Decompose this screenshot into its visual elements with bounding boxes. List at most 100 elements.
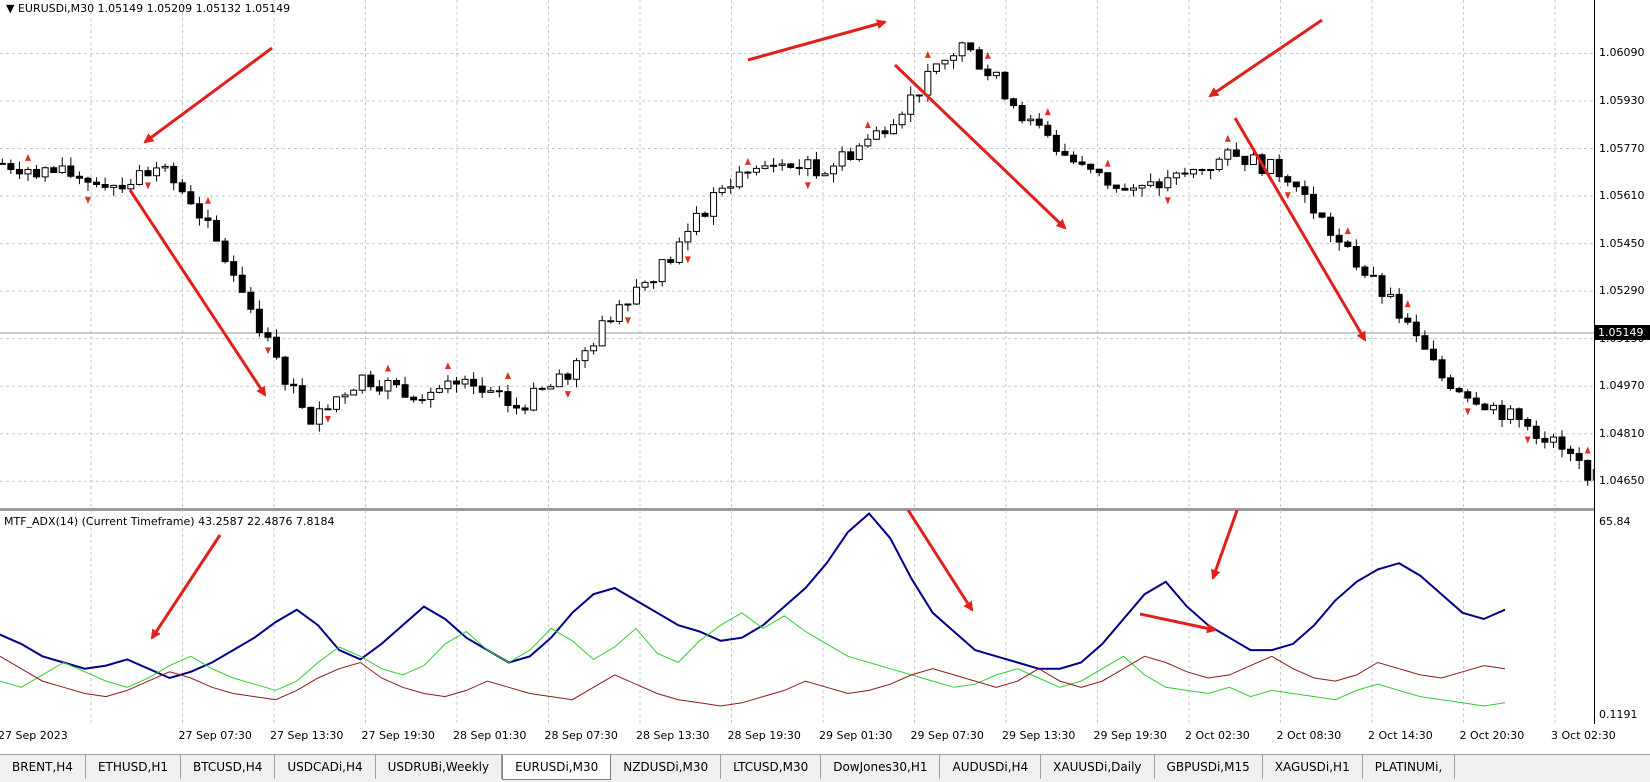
chart-tab[interactable]: LTCUSD,M30 (721, 755, 822, 779)
time-tick-label: 27 Sep 13:30 (270, 729, 344, 742)
bull-candle (435, 388, 443, 393)
fractal-down-icon (264, 347, 271, 355)
adx-panel[interactable] (0, 510, 1594, 724)
annotation-arrow (1210, 510, 1239, 580)
bear-candle (410, 396, 418, 401)
bear-candle (1464, 391, 1472, 399)
ohlc-label: 1.05149 1.05209 1.05132 1.05149 (97, 2, 291, 15)
bear-candle (1309, 193, 1317, 214)
symbol-label: EURUSDi,M30 (17, 2, 95, 15)
chart-tab[interactable]: AUDUSDi,H4 (940, 755, 1042, 779)
bear-candle (1035, 118, 1043, 126)
fractal-up-icon (504, 371, 511, 379)
chart-tab[interactable]: XAGUSDi,H1 (1263, 755, 1363, 779)
bear-candle (452, 380, 460, 385)
bear-candle (1001, 71, 1009, 100)
bear-candle (307, 406, 315, 425)
bear-candle (1447, 377, 1455, 389)
chart-tab[interactable]: BTCUSD,H4 (181, 755, 276, 779)
bull-candle (992, 71, 1000, 77)
bull-candle (727, 186, 735, 189)
bull-candle (932, 63, 940, 72)
fractal-up-icon (1104, 159, 1111, 167)
bull-candle (110, 184, 118, 188)
price-axis[interactable]: 1.06090 1.05930 1.05770 1.05610 1.05450 1.052… (1594, 0, 1650, 724)
bull-candle (161, 165, 169, 169)
bear-candle (247, 291, 255, 310)
fractal-up-icon (984, 51, 991, 59)
bull-candle (1489, 404, 1497, 411)
bear-candle (367, 374, 375, 388)
bull-candle (958, 42, 966, 57)
bear-candle (1078, 161, 1086, 165)
bull-candle (684, 230, 692, 243)
bull-candle (941, 59, 949, 65)
bull-candle (153, 167, 161, 177)
bear-candle (221, 240, 229, 263)
bear-candle (1532, 425, 1540, 439)
fractal-up-icon (444, 362, 451, 370)
fractal-down-icon (324, 415, 331, 423)
time-tick-label: 2 Oct 20:30 (1459, 729, 1525, 742)
collapse-triangle-icon[interactable]: ▼ (6, 2, 15, 15)
chart-tab[interactable]: XAUUSDi,Daily (1041, 755, 1155, 779)
bear-candle (1567, 448, 1575, 455)
bull-candle (718, 187, 726, 194)
bear-candle (1412, 321, 1420, 337)
fractal-up-icon (744, 157, 751, 165)
chart-tab[interactable]: ETHUSD,H1 (86, 755, 181, 779)
chart-tab[interactable]: NZDUSDi,M30 (611, 755, 722, 779)
price-chart[interactable] (0, 0, 1594, 508)
bull-candle (598, 320, 606, 347)
bull-candle (650, 281, 658, 284)
bear-candle (195, 203, 203, 219)
bear-candle (204, 217, 212, 221)
bull-candle (581, 350, 589, 362)
bear-candle (1455, 387, 1463, 393)
bull-candle (1592, 469, 1594, 481)
time-tick-label: 28 Sep 19:30 (727, 729, 801, 742)
chart-tab[interactable]: EURUSDi,M30 (502, 755, 612, 780)
fractal-up-icon (1344, 227, 1351, 235)
bull-candle (890, 124, 898, 135)
fractal-up-icon (384, 364, 391, 372)
price-tick-label: 1.04650 (1599, 474, 1645, 488)
bear-candle (1515, 408, 1523, 420)
fractal-down-icon (624, 317, 631, 325)
bull-candle (872, 130, 880, 140)
bull-candle (350, 389, 358, 396)
bear-candle (75, 175, 83, 179)
time-axis[interactable]: 27 Sep 2023 27 Sep 07:30 27 Sep 13:30 27 Se… (0, 724, 1616, 754)
bull-candle (24, 168, 32, 175)
chart-tab[interactable]: USDCADi,H4 (275, 755, 376, 779)
panel-separator[interactable] (0, 508, 1594, 511)
bull-candle (624, 303, 632, 306)
bull-candle (1190, 168, 1197, 175)
chart-tab[interactable]: PLATINUMi, (1363, 755, 1456, 779)
time-tick-label: 2 Oct 08:30 (1276, 729, 1342, 742)
bull-candle (1387, 293, 1395, 297)
bear-candle (1275, 158, 1283, 178)
bear-candle (170, 165, 178, 184)
bear-candle (1155, 181, 1163, 189)
time-tick-label: 29 Sep 19:30 (1093, 729, 1167, 742)
chart-tab[interactable]: USDRUBi,Weekly (376, 755, 503, 779)
current-price-tag: 1.05149 (1595, 325, 1650, 340)
bear-candle (1044, 124, 1052, 136)
chart-tab[interactable]: GBPUSDi,M15 (1155, 755, 1263, 779)
bear-candle (15, 168, 23, 175)
fractal-down-icon (1464, 408, 1471, 416)
fractal-up-icon (24, 153, 31, 161)
bull-candle (1130, 187, 1138, 191)
chart-tab[interactable]: BRENT,H4 (0, 755, 86, 779)
bear-candle (1378, 275, 1386, 297)
time-tick-label: 27 Sep 07:30 (178, 729, 252, 742)
chart-tab[interactable]: DowJones30,H1 (821, 755, 941, 779)
bull-candle (778, 163, 786, 166)
bear-candle (1010, 98, 1018, 107)
bear-candle (915, 94, 923, 97)
bear-candle (1095, 168, 1103, 174)
bear-candle (1327, 216, 1335, 236)
bull-candle (333, 396, 341, 410)
bear-candle (0, 162, 6, 165)
